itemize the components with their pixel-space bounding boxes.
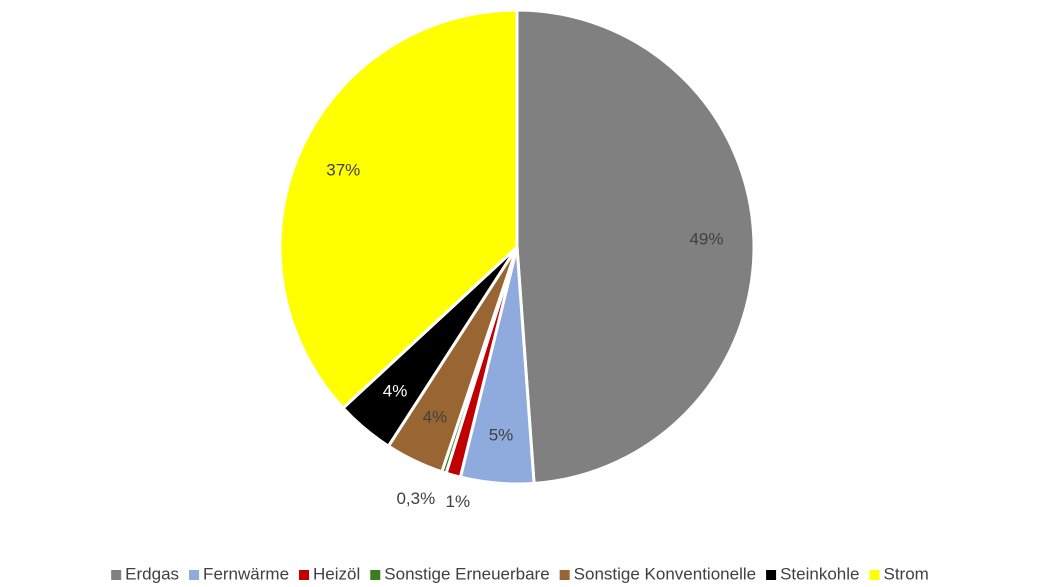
legend-label: Fernwärme [203, 564, 289, 583]
data-label: 37% [326, 161, 360, 180]
data-label: 1% [446, 492, 471, 511]
legend-label: Heizöl [313, 564, 360, 583]
legend-swatch [299, 570, 310, 580]
legend-swatch [189, 570, 200, 580]
legend-swatch [869, 570, 880, 580]
legend: Erdgas Fernwärme Heizöl Sonstige Erneuerbar… [111, 564, 929, 583]
legend-swatch [370, 570, 381, 580]
legend-swatch [559, 570, 570, 580]
data-label: 4% [383, 382, 408, 401]
legend-swatch [766, 570, 777, 580]
data-label: 0,3% [396, 489, 435, 508]
data-label: 4% [423, 407, 448, 426]
legend-label: Erdgas [125, 564, 179, 583]
pie-slice [515, 8, 756, 485]
legend-label: Sonstige Erneuerbare [384, 564, 549, 583]
legend-label: Steinkohle [780, 564, 859, 583]
pie-slice [278, 8, 519, 411]
data-label: 49% [689, 230, 723, 249]
legend-label: Strom [883, 564, 928, 583]
data-label: 5% [489, 425, 514, 444]
legend-label: Sonstige Konventionelle [574, 564, 756, 583]
legend-swatch [111, 570, 122, 580]
